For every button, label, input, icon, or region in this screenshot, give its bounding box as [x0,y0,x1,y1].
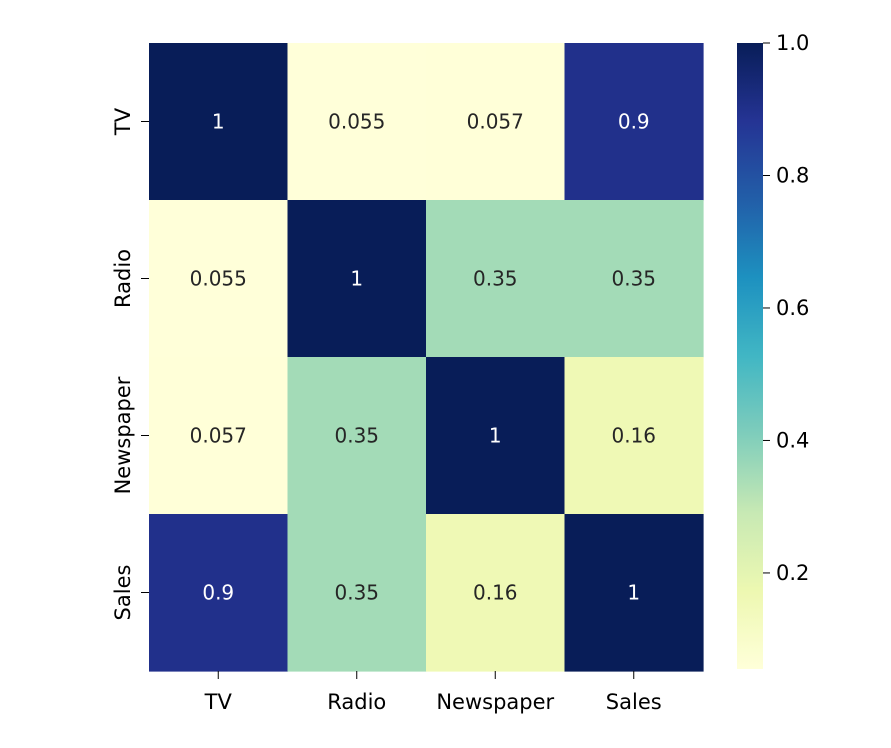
heatmap-cell-label: 0.057 [467,110,524,134]
colorbar-tick-label: 0.4 [776,428,809,452]
x-axis: TV Radio Newspaper Sales [204,671,662,714]
heatmap-cell-label: 0.16 [473,581,518,605]
colorbar-tick-label: 0.8 [776,163,809,187]
y-tick-label-radio: Radio [111,249,135,308]
heatmap-cell-label: 1 [350,267,363,291]
y-axis: TV Radio Newspaper Sales [111,107,149,620]
heatmap-cell-newspaper-sales [564,357,704,515]
heatmap-cell-radio-newspaper [426,200,566,358]
heatmap-cells [149,43,704,672]
heatmap-cell-sales-newspaper [426,514,566,672]
heatmap-cell-labels: 1 0.055 0.057 0.9 0.055 1 0.35 0.35 0.057 0.35 1 0.… [190,110,656,605]
x-tick-label-tv: TV [204,690,233,714]
y-tick-label-newspaper: Newspaper [111,376,135,494]
heatmap-cell-label: 0.35 [611,267,656,291]
heatmap-cell-radio-tv [149,200,289,358]
heatmap-cell-label: 0.055 [328,110,385,134]
heatmap-cell-newspaper-tv [149,357,289,515]
heatmap-cell-tv-sales [564,43,704,201]
heatmap-cell-label: 0.35 [473,267,518,291]
heatmap-cell-tv-radio [287,43,427,201]
heatmap-cell-label: 1 [489,424,502,448]
heatmap-cell-sales-radio [287,514,427,672]
heatmap-cell-label: 0.35 [334,424,379,448]
heatmap-cell-label: 0.057 [190,424,247,448]
x-tick-label-sales: Sales [606,690,662,714]
colorbar-tick-label: 0.6 [776,296,809,320]
heatmap-cell-label: 1 [212,110,225,134]
y-tick-label-tv: TV [111,107,135,136]
colorbar-tick-label: 0.2 [776,561,809,585]
heatmap-cell-label: 0.35 [334,581,379,605]
heatmap-cell-label: 1 [627,581,640,605]
heatmap-cell-sales-tv [149,514,289,672]
colorbar-tick-label: 1.0 [776,31,809,55]
heatmap-cell-label: 0.16 [611,424,656,448]
heatmap-cell-label: 0.9 [618,110,650,134]
heatmap-cell-radio-sales [564,200,704,358]
x-tick-label-newspaper: Newspaper [436,690,554,714]
heatmap-cell-tv-newspaper [426,43,566,201]
colorbar: 0.2 0.4 0.6 0.8 1.0 [737,31,809,669]
y-tick-label-sales: Sales [111,565,135,621]
heatmap-cell-sales-sales [564,514,704,672]
heatmap-cell-tv-tv [149,43,289,201]
heatmap-cell-newspaper-newspaper [426,357,566,515]
heatmap-cell-newspaper-radio [287,357,427,515]
heatmap-cell-radio-radio [287,200,427,358]
colorbar-gradient [737,43,763,669]
x-tick-label-radio: Radio [327,690,386,714]
heatmap-cell-label: 0.9 [202,581,234,605]
heatmap-cell-label: 0.055 [190,267,247,291]
